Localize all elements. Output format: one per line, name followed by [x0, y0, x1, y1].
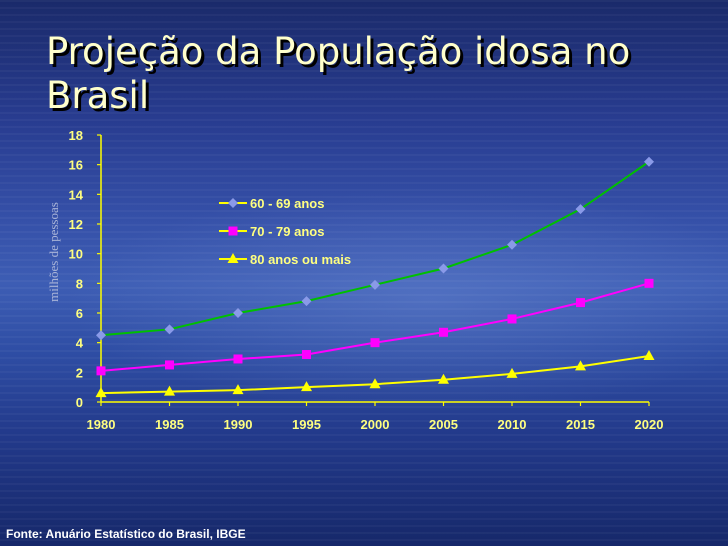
data-point — [506, 367, 518, 378]
data-point — [165, 360, 174, 370]
x-tick-label: 1995 — [292, 417, 321, 432]
data-point — [370, 279, 380, 290]
x-tick-label: 1980 — [87, 417, 116, 432]
x-tick-label: 2010 — [498, 417, 527, 432]
source-note: Fonte: Anuário Estatístico do Brasil, IB… — [6, 527, 246, 541]
legend-label: 60 - 69 anos — [250, 196, 324, 211]
y-tick-label: 0 — [76, 395, 83, 410]
legend-label: 80 anos ou mais — [250, 252, 351, 267]
data-point — [439, 327, 448, 337]
data-point — [95, 387, 107, 398]
legend-marker — [227, 253, 239, 263]
y-axis-label: milhões de pessoas — [46, 202, 61, 302]
y-tick-label: 16 — [69, 158, 83, 173]
x-tick-label: 1985 — [155, 417, 184, 432]
legend-marker — [228, 226, 238, 236]
data-point — [369, 378, 381, 389]
y-tick-label: 2 — [76, 365, 83, 380]
data-point — [301, 381, 312, 392]
data-point — [96, 366, 106, 376]
y-tick-label: 8 — [76, 276, 83, 291]
series-line — [100, 282, 650, 372]
data-point — [643, 350, 655, 361]
data-point — [575, 204, 586, 215]
data-point — [233, 308, 243, 318]
data-point — [644, 156, 654, 167]
data-point — [302, 350, 311, 360]
y-tick-label: 18 — [69, 128, 83, 143]
data-point — [370, 338, 380, 348]
data-point — [164, 324, 175, 335]
y-tick-label: 10 — [69, 247, 83, 262]
y-tick-label: 12 — [69, 217, 83, 232]
y-tick-label: 4 — [76, 336, 84, 351]
x-tick-label: 1990 — [224, 417, 253, 432]
x-tick-label: 2005 — [429, 417, 458, 432]
data-point — [96, 330, 106, 341]
data-point — [232, 384, 244, 395]
y-tick-label: 14 — [69, 187, 84, 202]
data-point — [438, 373, 449, 384]
data-point — [438, 263, 449, 274]
series-line — [100, 160, 650, 337]
x-tick-label: 2000 — [361, 417, 390, 432]
x-tick-label: 2020 — [635, 417, 664, 432]
data-point — [576, 298, 585, 308]
legend-marker — [228, 198, 238, 208]
data-point — [507, 239, 517, 250]
x-tick-label: 2015 — [566, 417, 595, 432]
slide-title: Projeção da População idosa no Brasil — [46, 30, 631, 117]
data-point — [233, 354, 243, 364]
data-point — [575, 360, 586, 371]
data-point — [301, 296, 312, 307]
data-point — [644, 278, 654, 288]
legend-label: 70 - 79 anos — [250, 224, 324, 239]
data-point — [507, 314, 517, 324]
y-tick-label: 6 — [76, 306, 83, 321]
data-point — [164, 385, 175, 396]
